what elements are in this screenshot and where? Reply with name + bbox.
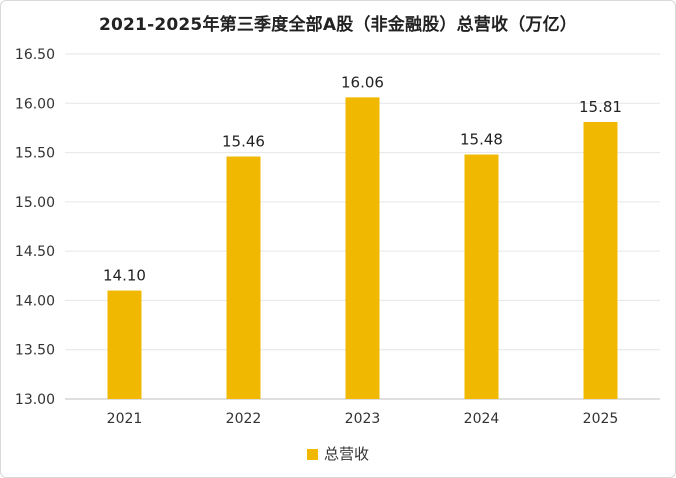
y-tick-label: 13.00 (15, 392, 55, 408)
x-tick-label: 2022 (226, 411, 262, 427)
y-tick-label: 15.50 (15, 146, 55, 162)
y-tick-label: 16.50 (15, 47, 55, 63)
bar (464, 154, 499, 399)
bar (345, 97, 380, 399)
y-tick-label: 16.00 (15, 96, 55, 112)
x-tick-label: 2021 (107, 411, 143, 427)
y-tick-label: 13.50 (15, 343, 55, 359)
legend: 总营收 (0, 443, 676, 464)
data-label: 15.48 (460, 131, 503, 149)
data-label: 14.10 (103, 267, 146, 285)
chart-title: 2021-2025年第三季度全部A股（非金融股）总营收（万亿） (98, 15, 578, 35)
data-label: 15.81 (579, 98, 622, 116)
legend-swatch (306, 449, 318, 460)
data-label: 16.06 (341, 73, 384, 91)
x-tick-label: 2023 (345, 411, 381, 427)
y-tick-label: 15.00 (15, 195, 55, 211)
bar (107, 290, 142, 399)
bar (583, 122, 618, 399)
y-tick-label: 14.00 (15, 293, 55, 309)
bar (226, 156, 261, 399)
x-tick-label: 2025 (583, 411, 619, 427)
x-tick-label: 2024 (464, 411, 500, 427)
y-tick-label: 14.50 (15, 244, 55, 260)
data-label: 15.46 (222, 133, 265, 151)
legend-label: 总营收 (323, 445, 369, 463)
